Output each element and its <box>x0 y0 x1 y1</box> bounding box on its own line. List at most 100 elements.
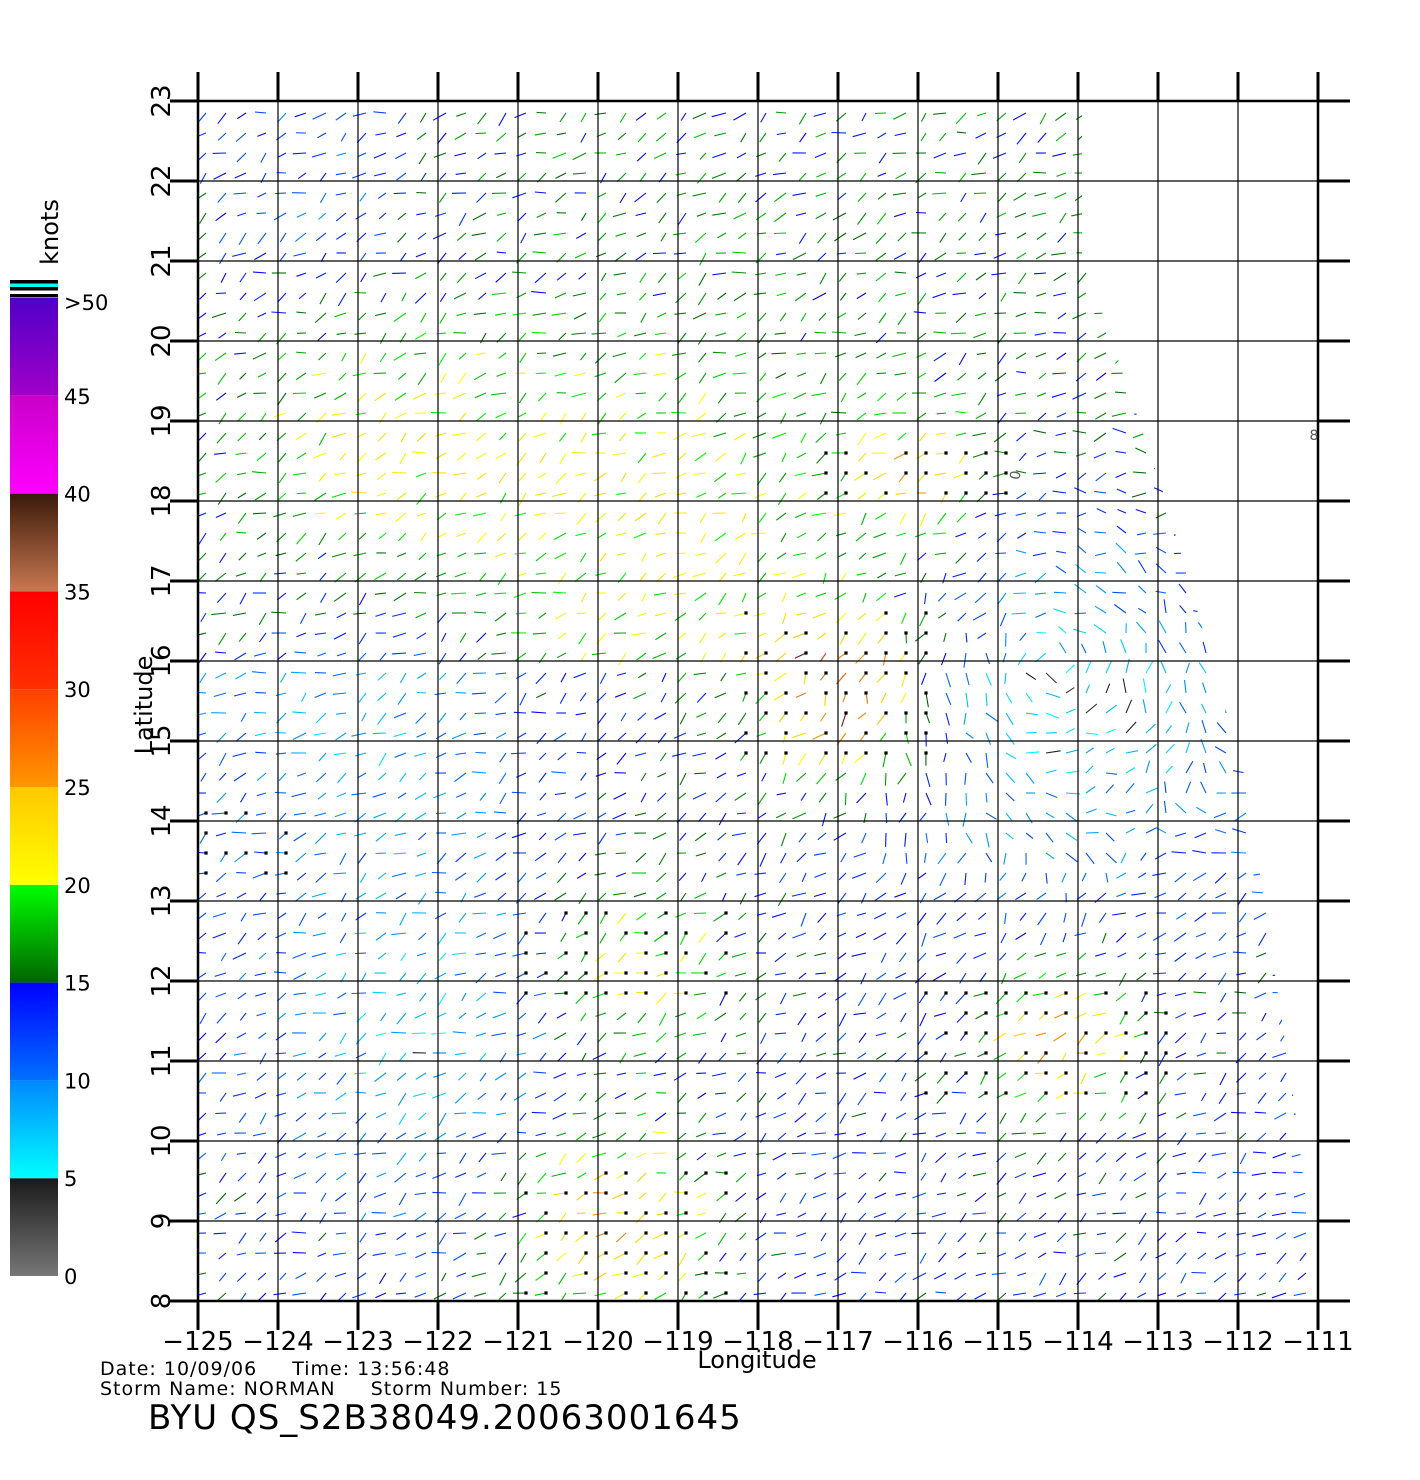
wind-vector-2818 <box>554 292 567 299</box>
wind-vector-3263 <box>496 132 507 142</box>
wind-vector-1552 <box>1005 752 1017 760</box>
wind-vector-3003 <box>897 232 907 242</box>
wind-vector-1302 <box>476 832 487 838</box>
wind-vector-3077 <box>1251 212 1267 215</box>
wind-vector-321 <box>1018 1192 1027 1204</box>
legend-band-25-30 <box>10 689 58 787</box>
wind-vector-2741 <box>1259 332 1267 342</box>
wind-vector-184 <box>517 1232 527 1245</box>
wind-vector-2164 <box>914 532 927 538</box>
wind-vector-1363 <box>573 812 587 820</box>
wind-vector-2211 <box>741 512 747 523</box>
wind-vector-253 <box>776 1212 787 1216</box>
wind-vector-1561 <box>1185 742 1191 754</box>
wind-vector-2534 <box>474 392 487 399</box>
wind-vector-1132 <box>435 891 447 894</box>
wind-vector-2531 <box>412 392 427 400</box>
wind-vector-371 <box>893 1171 907 1174</box>
wind-vector-2128 <box>198 532 207 546</box>
wind-vector-2568 <box>1153 392 1167 397</box>
rain-flag-marker <box>524 951 528 955</box>
wind-vector-2572 <box>1240 392 1247 401</box>
wind-vector-1576 <box>351 732 367 737</box>
wind-vector-2733 <box>1097 332 1107 339</box>
wind-vector-2042 <box>718 572 727 583</box>
wind-vector-355 <box>577 1172 587 1179</box>
wind-vector-670 <box>1280 1072 1287 1083</box>
wind-vector-671 <box>1295 1072 1307 1082</box>
wind-vector-1315 <box>731 832 747 837</box>
wind-vector-1959 <box>1295 612 1307 618</box>
wind-vector-581 <box>614 1092 627 1099</box>
wind-vector-3229 <box>933 152 947 159</box>
wind-vector-303 <box>658 1192 667 1203</box>
wind-vector-2495 <box>819 412 827 425</box>
wind-vector-98 <box>1039 1272 1047 1286</box>
wind-vector-1709 <box>773 692 787 701</box>
wind-vector-2782 <box>955 312 967 323</box>
wind-vector-1845 <box>1257 644 1267 654</box>
wind-vector-634 <box>553 1072 567 1079</box>
wind-vector-49 <box>1176 1292 1187 1298</box>
wind-vector-839 <box>1298 1012 1307 1020</box>
wind-vector-2557 <box>933 392 947 398</box>
wind-vector-399 <box>334 1152 347 1156</box>
wind-vector-2705 <box>531 331 547 334</box>
wind-vector-2925 <box>458 252 467 260</box>
wind-vector-1223 <box>1138 872 1147 879</box>
wind-vector-2380 <box>753 452 767 458</box>
wind-vector-28 <box>753 1292 767 1296</box>
wind-vector-1340 <box>1232 828 1247 834</box>
wind-vector-211 <box>1056 1232 1067 1243</box>
wind-vector-497 <box>1177 1132 1187 1146</box>
wind-vector-2346 <box>1193 471 1207 474</box>
wind-vector-864 <box>673 992 687 995</box>
wind-vector-1741 <box>290 671 307 674</box>
wind-vector-1022 <box>476 932 487 938</box>
wind-vector-2810 <box>401 292 407 302</box>
wind-vector-772 <box>1076 1032 1087 1046</box>
rain-flag-marker <box>944 1031 948 1035</box>
wind-vector-968 <box>512 952 527 957</box>
wind-vector-87 <box>816 1272 827 1277</box>
wind-vector-1597 <box>782 732 787 744</box>
wind-vector-941 <box>1095 972 1107 977</box>
wind-vector-938 <box>1038 972 1047 980</box>
wind-vector-2480 <box>517 412 527 418</box>
wind-vector-2421 <box>451 432 467 436</box>
wind-vector-1181 <box>296 872 307 881</box>
wind-vector-1281 <box>1171 851 1187 854</box>
wind-vector-1395 <box>1213 812 1227 819</box>
wind-vector-2579 <box>257 372 267 378</box>
wind-vector-1362 <box>557 812 567 822</box>
wind-vector-1549 <box>943 752 947 763</box>
wind-vector-2482 <box>559 412 567 425</box>
wind-vector-1409 <box>372 792 387 798</box>
wind-vector-451 <box>252 1132 267 1137</box>
wind-vector-2955 <box>1051 252 1067 256</box>
wind-vector-3354 <box>1194 111 1207 114</box>
wind-vector-2433 <box>691 432 707 438</box>
wind-vector-2648 <box>519 352 527 363</box>
wind-vector-1983 <box>653 592 667 596</box>
wind-vector-762 <box>875 1032 887 1037</box>
wind-vector-886 <box>1115 992 1127 1002</box>
wind-vector-517 <box>454 1112 467 1115</box>
wind-vector-2232 <box>1155 512 1167 519</box>
lat-tick-label-14: 14 <box>147 804 177 837</box>
wind-vector-2727 <box>973 332 987 339</box>
wind-vector-2990 <box>636 232 647 238</box>
wind-vector-3294 <box>1113 132 1127 142</box>
wind-vector-2088 <box>514 552 527 555</box>
y-axis-title: Latitude <box>130 656 158 755</box>
wind-vector-1375 <box>821 812 827 827</box>
legend-overflow-stripe <box>10 287 58 291</box>
wind-vector-2535 <box>491 392 507 396</box>
wind-vector-1061 <box>1258 932 1267 946</box>
wind-vector-751 <box>655 1032 667 1043</box>
wind-vector-103 <box>1139 1272 1147 1284</box>
wind-vector-2506 <box>1037 412 1047 421</box>
wind-vector-2357 <box>296 452 307 460</box>
wind-vector-2375 <box>651 452 667 458</box>
wind-vector-745 <box>532 1032 547 1040</box>
